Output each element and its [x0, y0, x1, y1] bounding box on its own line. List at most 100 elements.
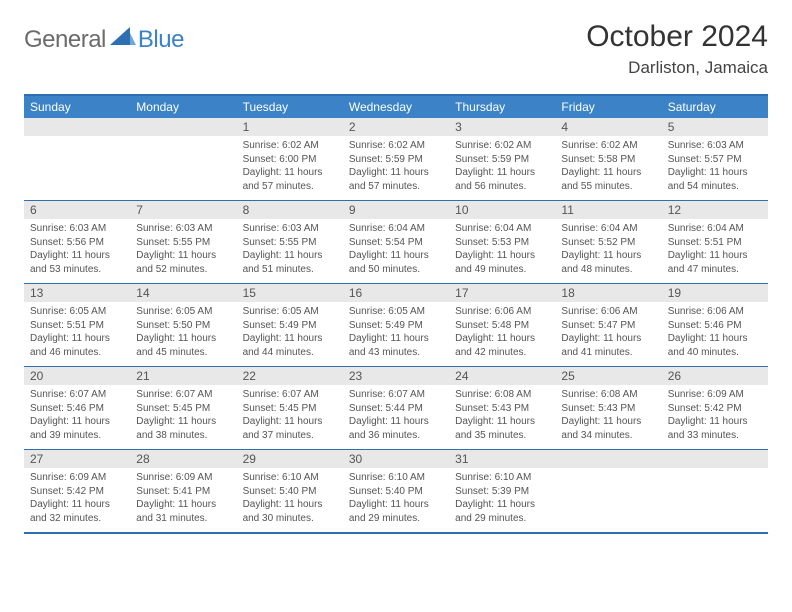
day-content: Sunrise: 6:06 AMSunset: 5:48 PMDaylight:… — [449, 302, 555, 365]
day-number: 24 — [449, 367, 555, 385]
day-number: 11 — [555, 201, 661, 219]
location-label: Darliston, Jamaica — [586, 58, 768, 78]
week-row: 27Sunrise: 6:09 AMSunset: 5:42 PMDayligh… — [24, 449, 768, 532]
day-number: 20 — [24, 367, 130, 385]
day-content: Sunrise: 6:04 AMSunset: 5:51 PMDaylight:… — [662, 219, 768, 282]
day-cell: 9Sunrise: 6:04 AMSunset: 5:54 PMDaylight… — [343, 201, 449, 283]
day-number: 18 — [555, 284, 661, 302]
day-cell: 29Sunrise: 6:10 AMSunset: 5:40 PMDayligh… — [237, 450, 343, 532]
day-content: Sunrise: 6:02 AMSunset: 5:58 PMDaylight:… — [555, 136, 661, 199]
day-cell: 30Sunrise: 6:10 AMSunset: 5:40 PMDayligh… — [343, 450, 449, 532]
day-number: 13 — [24, 284, 130, 302]
logo-text-general: General — [24, 26, 106, 54]
day-number: 8 — [237, 201, 343, 219]
day-number: 12 — [662, 201, 768, 219]
day-content: Sunrise: 6:10 AMSunset: 5:39 PMDaylight:… — [449, 468, 555, 531]
day-content: Sunrise: 6:04 AMSunset: 5:52 PMDaylight:… — [555, 219, 661, 282]
day-content: Sunrise: 6:07 AMSunset: 5:45 PMDaylight:… — [130, 385, 236, 448]
day-cell — [130, 118, 236, 200]
day-cell: 3Sunrise: 6:02 AMSunset: 5:59 PMDaylight… — [449, 118, 555, 200]
title-block: October 2024 Darliston, Jamaica — [586, 20, 768, 78]
day-number: 30 — [343, 450, 449, 468]
day-content: Sunrise: 6:03 AMSunset: 5:55 PMDaylight:… — [237, 219, 343, 282]
day-cell — [555, 450, 661, 532]
day-content: Sunrise: 6:02 AMSunset: 5:59 PMDaylight:… — [343, 136, 449, 199]
day-number: 1 — [237, 118, 343, 136]
day-number: 2 — [343, 118, 449, 136]
day-cell: 16Sunrise: 6:05 AMSunset: 5:49 PMDayligh… — [343, 284, 449, 366]
day-number: 16 — [343, 284, 449, 302]
day-number: 6 — [24, 201, 130, 219]
logo-text-blue: Blue — [138, 26, 184, 54]
day-cell: 27Sunrise: 6:09 AMSunset: 5:42 PMDayligh… — [24, 450, 130, 532]
day-number: 5 — [662, 118, 768, 136]
day-cell: 28Sunrise: 6:09 AMSunset: 5:41 PMDayligh… — [130, 450, 236, 532]
day-cell: 2Sunrise: 6:02 AMSunset: 5:59 PMDaylight… — [343, 118, 449, 200]
week-row: 20Sunrise: 6:07 AMSunset: 5:46 PMDayligh… — [24, 366, 768, 449]
day-cell: 8Sunrise: 6:03 AMSunset: 5:55 PMDaylight… — [237, 201, 343, 283]
logo-triangle-icon — [110, 27, 136, 45]
day-header: Tuesday — [237, 96, 343, 118]
day-number: 3 — [449, 118, 555, 136]
day-number: 4 — [555, 118, 661, 136]
day-content: Sunrise: 6:07 AMSunset: 5:44 PMDaylight:… — [343, 385, 449, 448]
day-header: Monday — [130, 96, 236, 118]
day-content: Sunrise: 6:05 AMSunset: 5:49 PMDaylight:… — [237, 302, 343, 365]
day-cell: 24Sunrise: 6:08 AMSunset: 5:43 PMDayligh… — [449, 367, 555, 449]
day-header: Wednesday — [343, 96, 449, 118]
day-cell: 19Sunrise: 6:06 AMSunset: 5:46 PMDayligh… — [662, 284, 768, 366]
day-cell: 26Sunrise: 6:09 AMSunset: 5:42 PMDayligh… — [662, 367, 768, 449]
day-content: Sunrise: 6:09 AMSunset: 5:42 PMDaylight:… — [24, 468, 130, 531]
empty-day-number — [24, 118, 130, 136]
day-cell: 17Sunrise: 6:06 AMSunset: 5:48 PMDayligh… — [449, 284, 555, 366]
day-content: Sunrise: 6:07 AMSunset: 5:46 PMDaylight:… — [24, 385, 130, 448]
empty-day-number — [130, 118, 236, 136]
day-cell — [662, 450, 768, 532]
day-number: 25 — [555, 367, 661, 385]
page-header: General Blue October 2024 Darliston, Jam… — [24, 20, 768, 78]
day-header: Sunday — [24, 96, 130, 118]
week-row: 6Sunrise: 6:03 AMSunset: 5:56 PMDaylight… — [24, 200, 768, 283]
day-number: 31 — [449, 450, 555, 468]
day-content: Sunrise: 6:05 AMSunset: 5:49 PMDaylight:… — [343, 302, 449, 365]
day-content: Sunrise: 6:08 AMSunset: 5:43 PMDaylight:… — [555, 385, 661, 448]
day-content: Sunrise: 6:05 AMSunset: 5:50 PMDaylight:… — [130, 302, 236, 365]
day-header: Saturday — [662, 96, 768, 118]
day-cell: 4Sunrise: 6:02 AMSunset: 5:58 PMDaylight… — [555, 118, 661, 200]
day-cell: 20Sunrise: 6:07 AMSunset: 5:46 PMDayligh… — [24, 367, 130, 449]
day-cell: 22Sunrise: 6:07 AMSunset: 5:45 PMDayligh… — [237, 367, 343, 449]
day-content: Sunrise: 6:02 AMSunset: 5:59 PMDaylight:… — [449, 136, 555, 199]
day-cell: 21Sunrise: 6:07 AMSunset: 5:45 PMDayligh… — [130, 367, 236, 449]
day-number: 15 — [237, 284, 343, 302]
day-header: Thursday — [449, 96, 555, 118]
day-cell: 25Sunrise: 6:08 AMSunset: 5:43 PMDayligh… — [555, 367, 661, 449]
day-number: 9 — [343, 201, 449, 219]
day-cell: 5Sunrise: 6:03 AMSunset: 5:57 PMDaylight… — [662, 118, 768, 200]
day-content: Sunrise: 6:09 AMSunset: 5:42 PMDaylight:… — [662, 385, 768, 448]
day-cell: 10Sunrise: 6:04 AMSunset: 5:53 PMDayligh… — [449, 201, 555, 283]
day-number: 28 — [130, 450, 236, 468]
day-number: 29 — [237, 450, 343, 468]
day-cell: 6Sunrise: 6:03 AMSunset: 5:56 PMDaylight… — [24, 201, 130, 283]
day-number: 21 — [130, 367, 236, 385]
day-content: Sunrise: 6:05 AMSunset: 5:51 PMDaylight:… — [24, 302, 130, 365]
day-cell: 13Sunrise: 6:05 AMSunset: 5:51 PMDayligh… — [24, 284, 130, 366]
day-number: 17 — [449, 284, 555, 302]
day-cell — [24, 118, 130, 200]
day-number: 26 — [662, 367, 768, 385]
day-number: 10 — [449, 201, 555, 219]
day-content: Sunrise: 6:04 AMSunset: 5:54 PMDaylight:… — [343, 219, 449, 282]
logo: General Blue — [24, 20, 184, 54]
day-cell: 7Sunrise: 6:03 AMSunset: 5:55 PMDaylight… — [130, 201, 236, 283]
day-content: Sunrise: 6:04 AMSunset: 5:53 PMDaylight:… — [449, 219, 555, 282]
week-row: 1Sunrise: 6:02 AMSunset: 6:00 PMDaylight… — [24, 118, 768, 200]
calendar-page: General Blue October 2024 Darliston, Jam… — [0, 0, 792, 554]
day-content: Sunrise: 6:02 AMSunset: 6:00 PMDaylight:… — [237, 136, 343, 199]
day-header: Friday — [555, 96, 661, 118]
week-row: 13Sunrise: 6:05 AMSunset: 5:51 PMDayligh… — [24, 283, 768, 366]
day-content: Sunrise: 6:06 AMSunset: 5:46 PMDaylight:… — [662, 302, 768, 365]
day-number: 19 — [662, 284, 768, 302]
day-number: 14 — [130, 284, 236, 302]
day-number: 22 — [237, 367, 343, 385]
empty-day-number — [555, 450, 661, 468]
